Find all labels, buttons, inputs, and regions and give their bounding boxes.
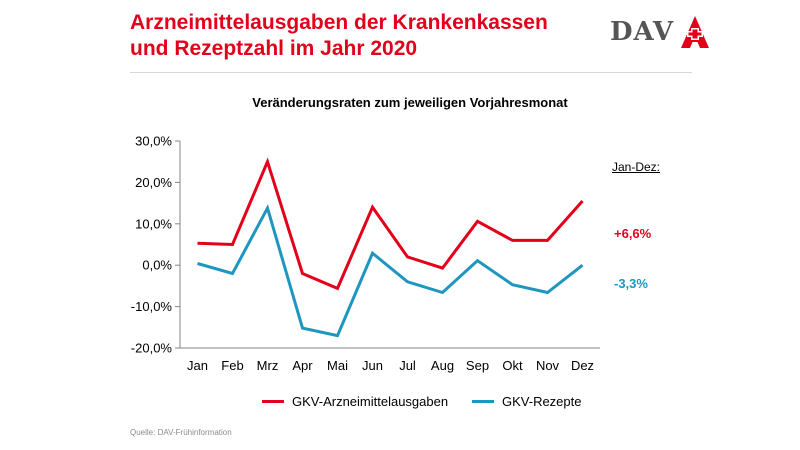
legend-label: GKV-Arzneimittelausgaben — [292, 394, 449, 409]
x-tick-label: Dez — [571, 358, 594, 373]
logo-text: DAV — [610, 17, 675, 47]
y-tick-label: 20,0% — [135, 175, 172, 190]
legend-item-arzneimittelausgaben: GKV-Arzneimittelausgaben — [262, 394, 448, 409]
title-line-1: Arzneimittelausgaben der Krankenkassen — [130, 11, 548, 34]
x-tick-label: Okt — [502, 358, 523, 373]
x-tick-label: Aug — [431, 358, 454, 373]
page-title: Arzneimittelausgaben der Krankenkassen u… — [130, 10, 548, 62]
x-tick-label: Apr — [292, 358, 313, 373]
series-line-rezepte — [197, 204, 584, 338]
dav-logo: DAV — [610, 14, 710, 50]
x-tick-label: Sep — [466, 358, 489, 373]
y-tick-label: 0,0% — [142, 258, 172, 273]
annual-value-arzneimittel: +6,6% — [614, 226, 652, 241]
legend-swatch — [262, 400, 284, 403]
x-tick-label: Nov — [536, 358, 560, 373]
x-tick-label: Jun — [362, 358, 383, 373]
annual-value-rezepte: -3,3% — [614, 276, 648, 291]
y-tick-label: -20,0% — [131, 341, 173, 356]
legend-label: GKV-Rezepte — [502, 394, 582, 409]
pharmacy-a-icon — [681, 16, 710, 48]
y-tick-label: -10,0% — [131, 299, 173, 314]
legend-swatch — [472, 400, 494, 403]
x-tick-label: Jul — [399, 358, 416, 373]
annual-header: Jan-Dez: — [612, 160, 661, 174]
y-tick-label: 30,0% — [135, 134, 172, 149]
legend-item-rezepte: GKV-Rezepte — [472, 394, 582, 409]
x-tick-label: Mrz — [257, 358, 279, 373]
y-tick-label: 10,0% — [135, 216, 172, 231]
chart-title: Veränderungsraten zum jeweiligen Vorjahr… — [252, 95, 568, 110]
x-tick-label: Feb — [221, 358, 243, 373]
x-tick-label: Jan — [187, 358, 208, 373]
title-line-2: und Rezeptzahl im Jahr 2020 — [130, 37, 418, 60]
x-tick-label: Mai — [327, 358, 348, 373]
source-note: Quelle: DAV-Frühinformation — [130, 428, 232, 437]
series-line-arzneimittelausgaben — [197, 157, 584, 291]
header-divider — [130, 72, 692, 73]
